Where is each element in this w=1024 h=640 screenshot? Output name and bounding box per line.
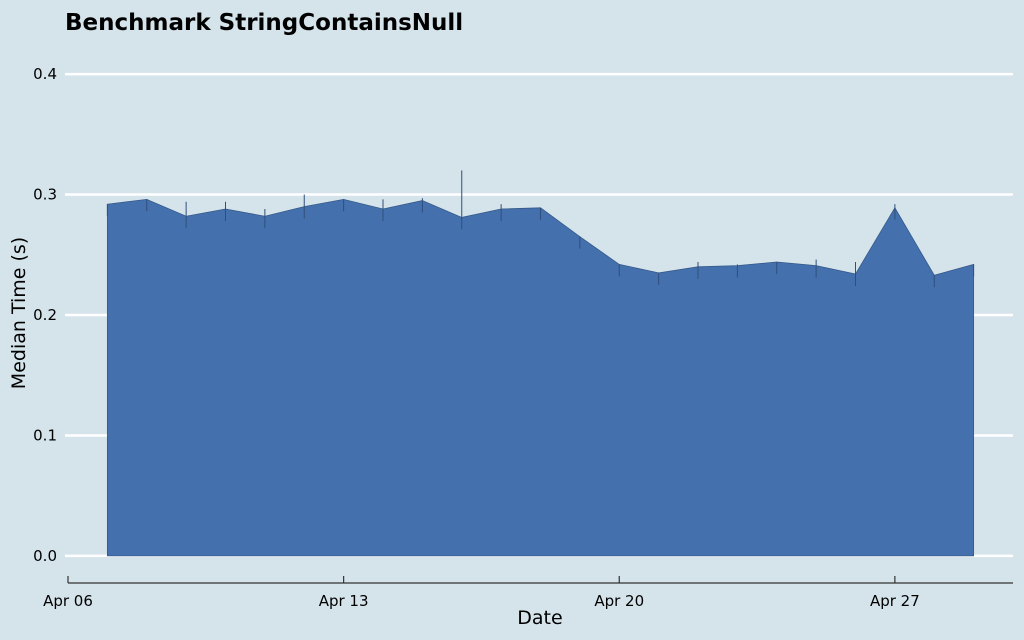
x-tick-labels: Apr 06 Apr 13 Apr 20 Apr 27 [43,592,920,610]
y-axis-label: Median Time (s) [8,237,30,389]
y-tick-label: 0.4 [33,65,57,83]
x-tick-label: Apr 27 [870,592,920,610]
y-tick-labels: 0.0 0.1 0.2 0.3 0.4 [33,65,57,565]
x-tick-label: Apr 06 [43,592,93,610]
y-tick-label: 0.3 [33,186,57,204]
chart-title: Benchmark StringContainsNull [65,10,463,36]
x-axis-label: Date [517,607,562,629]
y-tick-label: 0.1 [33,426,57,444]
area-series [106,198,975,557]
y-tick-label: 0.0 [33,547,57,565]
x-tick-label: Apr 20 [594,592,644,610]
axis-layer [67,576,1013,584]
area-layer [106,170,975,557]
y-tick-label: 0.2 [33,306,57,324]
x-tick-label: Apr 13 [319,592,369,610]
